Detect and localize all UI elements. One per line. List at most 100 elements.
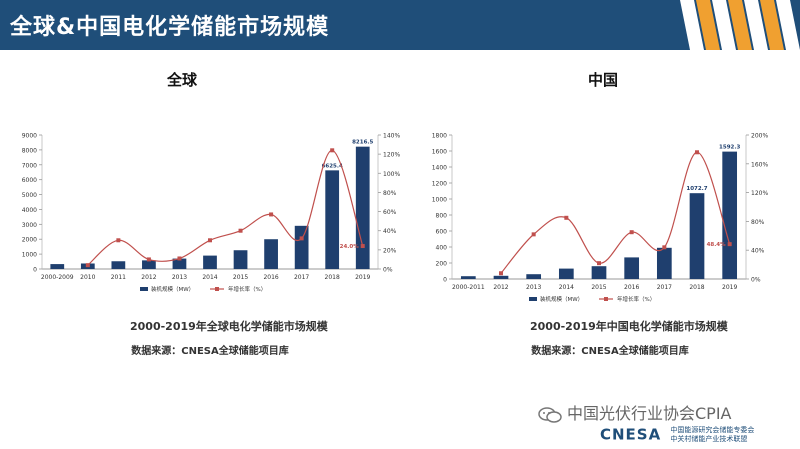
global-chart-heading: 全球 <box>167 71 198 89</box>
y-left-tick-label: 1200 <box>432 181 447 188</box>
bar-data-label: 1592.3 <box>719 145 740 151</box>
china-chart-heading: 中国 <box>588 71 619 89</box>
line-point <box>727 242 732 247</box>
y-left-tick-label: 8000 <box>22 147 37 154</box>
header-stripes-decoration <box>680 0 800 50</box>
wechat-icon <box>538 406 562 423</box>
logo-text: CNESA <box>600 425 662 444</box>
legend-line-label: 年增长率（%） <box>617 295 655 303</box>
bar <box>656 247 672 279</box>
watermark: 中国光伏行业协会CPIA <box>537 400 732 424</box>
x-tick-label: 2010 <box>80 274 95 281</box>
x-tick-label: 2013 <box>172 274 187 281</box>
x-tick-label: 2019 <box>722 284 737 291</box>
bar <box>233 250 248 269</box>
x-tick-label: 2017 <box>294 274 309 281</box>
y-left-tick-label: 3000 <box>22 222 37 229</box>
x-tick-label: 2012 <box>141 274 156 281</box>
legend-bar-swatch <box>529 297 537 301</box>
line-point <box>695 150 699 155</box>
y-left-tick-label: 5000 <box>22 192 37 199</box>
header-bar: 全球&中国电化学储能市场规模 <box>0 0 800 50</box>
y-right-tick-label: 200% <box>751 133 768 140</box>
y-right-tick-label: 0% <box>751 277 761 284</box>
bar <box>294 225 309 269</box>
bar <box>264 239 278 269</box>
x-tick-label: 2011 <box>111 274 126 281</box>
bar <box>203 255 217 269</box>
bar <box>460 276 476 279</box>
page-title: 全球&中国电化学储能市场规模 <box>10 15 330 40</box>
line-point <box>299 236 304 241</box>
org-line-1: 中国能源研究会储能专委会 <box>670 425 755 434</box>
y-right-tick-label: 80% <box>383 190 397 197</box>
line-point <box>238 228 243 233</box>
y-right-tick-label: 0% <box>383 267 393 274</box>
line-data-label: 24.0% <box>340 244 360 250</box>
bar <box>493 275 509 279</box>
bar <box>689 193 705 279</box>
x-tick-label: 2014 <box>559 284 574 291</box>
x-tick-label: 2018 <box>689 284 704 291</box>
legend-bar-label: 装机规模（MW） <box>540 295 583 303</box>
bar <box>591 266 607 279</box>
growth-rate-line <box>87 149 364 266</box>
global-chart-caption: 2000-2019年全球电化学储能市场规模 <box>130 320 328 333</box>
y-left-tick-label: 0 <box>443 277 447 284</box>
bar <box>142 260 156 269</box>
legend-line-label: 年增长率（%） <box>228 285 266 293</box>
legend-line-marker <box>215 287 219 291</box>
watermark-text: 中国光伏行业协会CPIA <box>567 404 732 423</box>
org-line-2: 中关村储能产业技术联盟 <box>670 434 748 443</box>
legend-bar-swatch <box>140 287 148 291</box>
global-chart-source: 数据来源：CNESA全球储能项目库 <box>131 346 289 357</box>
y-left-tick-label: 600 <box>436 229 448 236</box>
y-left-tick-label: 4000 <box>22 207 37 214</box>
x-tick-label: 2000-2011 <box>452 284 485 291</box>
line-point <box>330 148 335 153</box>
y-right-tick-label: 40% <box>383 228 397 235</box>
china-chart-caption: 2000-2019年中国电化学储能市场规模 <box>530 320 728 333</box>
china-chart: 0 200 400 600 800 1000 1200 1400 1600 1800 0% 40% 80… <box>432 133 769 304</box>
y-right-tick-label: 20% <box>383 247 397 254</box>
x-tick-label: 2000-2009 <box>41 274 74 281</box>
bar <box>624 257 640 279</box>
x-tick-label: 2017 <box>657 284 672 291</box>
line-point <box>597 261 601 266</box>
bar-data-label: 8216.5 <box>352 140 373 146</box>
legend-bar-label: 装机规模（MW） <box>151 285 194 293</box>
bar <box>355 146 370 269</box>
y-right-tick-label: 160% <box>751 161 768 168</box>
line-point <box>146 257 151 262</box>
y-right-tick-label: 120% <box>751 190 768 197</box>
line-point <box>531 232 536 237</box>
y-right-tick-label: 100% <box>383 171 400 178</box>
legend-line-marker <box>604 297 608 301</box>
line-point <box>269 212 274 217</box>
y-left-tick-label: 9000 <box>22 133 37 140</box>
line-point <box>360 244 365 249</box>
x-tick-label: 2015 <box>233 274 248 281</box>
x-tick-label: 2012 <box>493 284 508 291</box>
bar <box>111 261 126 269</box>
bar <box>558 268 574 279</box>
x-tick-label: 2013 <box>526 284 541 291</box>
y-left-tick-label: 1000 <box>432 197 447 204</box>
y-right-tick-label: 40% <box>751 248 765 255</box>
bar <box>722 151 738 279</box>
y-left-tick-label: 800 <box>436 213 448 220</box>
x-tick-label: 2015 <box>591 284 606 291</box>
x-tick-label: 2018 <box>325 274 340 281</box>
y-left-tick-label: 1600 <box>432 149 447 156</box>
y-left-tick-label: 0 <box>33 267 37 274</box>
line-point <box>116 238 121 243</box>
bar <box>50 264 65 269</box>
line-point <box>208 238 212 243</box>
x-tick-label: 2016 <box>263 274 278 281</box>
y-left-tick-label: 400 <box>436 245 448 252</box>
bar-data-label: 6625.4 <box>322 163 343 169</box>
y-right-tick-label: 60% <box>383 209 397 216</box>
y-right-tick-label: 140% <box>383 133 400 140</box>
y-left-tick-label: 1000 <box>22 252 37 259</box>
x-tick-label: 2019 <box>355 274 370 281</box>
